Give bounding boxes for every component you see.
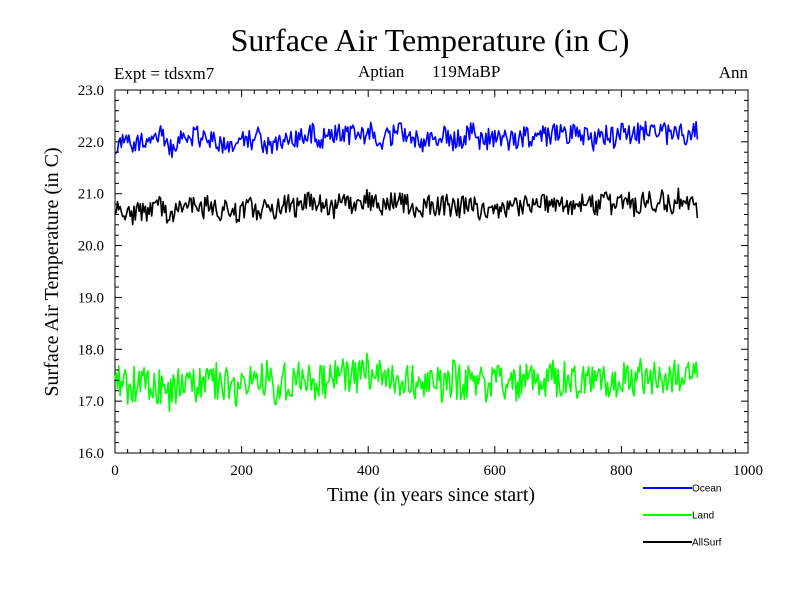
y-tick-label: 22.0 xyxy=(78,135,104,151)
x-tick-label: 400 xyxy=(357,463,380,479)
legend: Ocean Land AllSurf xyxy=(643,484,722,549)
y-tick-label: 20.0 xyxy=(78,239,104,255)
y-tick-label: 23.0 xyxy=(78,83,104,99)
chart-title: Surface Air Temperature (in C) xyxy=(231,22,630,58)
y-axis-label: Surface Air Temperature (in C) xyxy=(41,147,63,396)
season-label: Ann xyxy=(719,63,749,82)
x-tick-label: 600 xyxy=(484,463,507,479)
x-tick-label: 1000 xyxy=(733,463,763,479)
legend-label-allsurf: AllSurf xyxy=(692,538,722,549)
series-land-line xyxy=(114,352,699,413)
y-tick-label: 17.0 xyxy=(78,394,104,410)
x-tick-label: 200 xyxy=(230,463,253,479)
y-tick-label: 19.0 xyxy=(78,290,104,306)
x-axis-label: Time (in years since start) xyxy=(327,484,535,506)
x-tick-label: 0 xyxy=(111,463,119,479)
tick-labels: 0 200 400 600 800 1000 16.0 17.0 18.0 19.0 20.0 21.… xyxy=(78,83,763,479)
y-tick-label: 21.0 xyxy=(78,187,104,203)
experiment-label: Expt = tdsxm7 xyxy=(114,64,215,83)
legend-label-ocean: Ocean xyxy=(692,484,721,495)
period-label: Aptian xyxy=(358,62,405,81)
series-allsurf-line xyxy=(114,187,699,226)
series-layer xyxy=(114,120,699,413)
series-ocean-line xyxy=(114,120,699,159)
legend-label-land: Land xyxy=(692,511,714,522)
y-tick-label: 18.0 xyxy=(78,342,104,358)
y-tick-label: 16.0 xyxy=(78,446,104,462)
ticks-layer xyxy=(114,89,749,454)
age-label: 119MaBP xyxy=(432,62,500,81)
x-tick-label: 800 xyxy=(610,463,633,479)
